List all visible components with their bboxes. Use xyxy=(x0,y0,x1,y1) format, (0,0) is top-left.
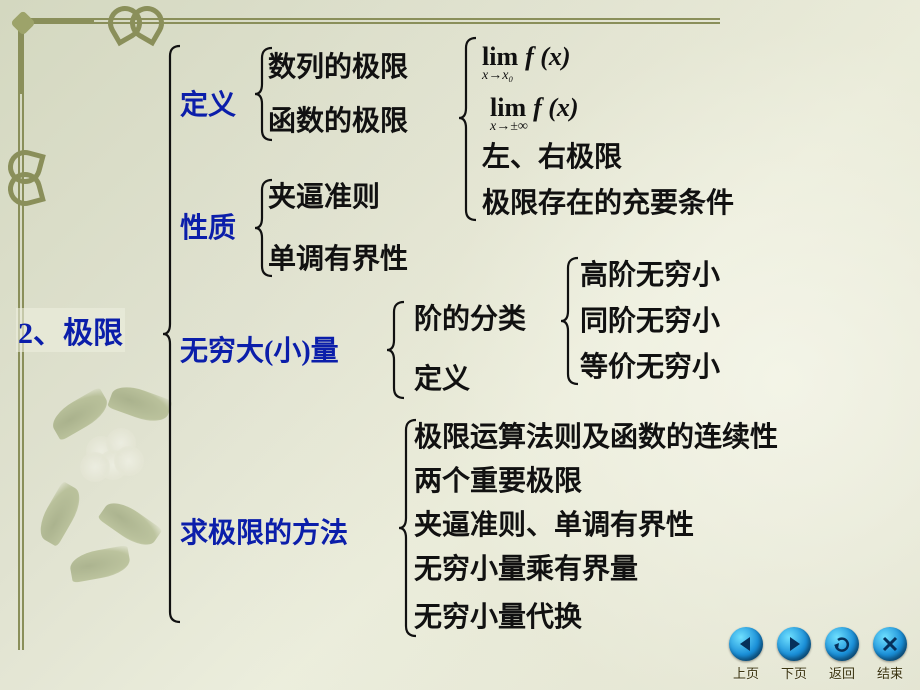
lvl2-meth-d: 无穷小量乘有界量 xyxy=(414,556,638,584)
lvl3-exist-cond: 极限存在的充要条件 xyxy=(482,190,734,218)
back-button[interactable]: 返回 xyxy=(820,627,864,682)
prev-label: 上页 xyxy=(733,663,759,682)
lim-sub-inf: x→±∞ xyxy=(490,120,528,134)
lvl2-order: 阶的分类 xyxy=(414,306,526,334)
br-func xyxy=(458,36,478,222)
lvl3-lim-inf: lim f (x) x→±∞ xyxy=(490,94,579,122)
lvl2-meth-e: 无穷小量代换 xyxy=(414,604,582,632)
fx-text: f (x) xyxy=(525,42,570,71)
lim-text-2: lim xyxy=(490,93,526,122)
br-prop xyxy=(254,178,274,278)
br-def xyxy=(254,46,274,142)
br-main xyxy=(162,44,182,624)
end-label: 结束 xyxy=(877,663,903,682)
br-inf xyxy=(386,300,406,400)
lvl3-same-order: 同阶无穷小 xyxy=(580,308,720,336)
lim-text: lim xyxy=(482,42,518,71)
lvl2-squeeze: 夹逼准则 xyxy=(268,184,380,212)
end-button[interactable]: 结束 xyxy=(868,627,912,682)
lvl2-meth-b: 两个重要极限 xyxy=(414,468,582,496)
next-button[interactable]: 下页 xyxy=(772,627,816,682)
lvl2-func-limit: 函数的极限 xyxy=(268,108,408,136)
back-icon xyxy=(825,627,859,661)
next-icon xyxy=(777,627,811,661)
lvl2-seq-limit: 数列的极限 xyxy=(268,54,408,82)
lvl1-properties: 性质 xyxy=(180,215,236,243)
lvl3-higher-order: 高阶无穷小 xyxy=(580,262,720,290)
topic-title: 2、极限 xyxy=(16,308,125,352)
lim-sub-x0: x→x₀ xyxy=(482,69,513,83)
lvl2-meth-c: 夹逼准则、单调有界性 xyxy=(414,512,694,540)
diagram-root: 2、极限 定义 性质 无穷大(小)量 求 xyxy=(0,0,920,690)
lvl2-inf-def: 定义 xyxy=(414,366,470,394)
br-meth xyxy=(398,418,418,638)
end-icon xyxy=(873,627,907,661)
back-label: 返回 xyxy=(829,663,855,682)
lvl3-lim-x0: lim f (x) x→x₀ xyxy=(482,43,571,71)
lvl2-monotone: 单调有界性 xyxy=(268,246,408,274)
fx-text-2: f (x) xyxy=(533,93,578,122)
prev-icon xyxy=(729,627,763,661)
lvl1-infinity: 无穷大(小)量 xyxy=(180,338,339,366)
nav-bar: 上页 下页 返回 结束 xyxy=(724,627,912,682)
lvl3-left-right: 左、右极限 xyxy=(482,144,622,172)
lvl2-meth-a: 极限运算法则及函数的连续性 xyxy=(414,424,778,452)
prev-button[interactable]: 上页 xyxy=(724,627,768,682)
br-order xyxy=(560,256,580,386)
next-label: 下页 xyxy=(781,663,807,682)
lvl3-equiv: 等价无穷小 xyxy=(580,354,720,382)
lvl1-methods: 求极限的方法 xyxy=(180,520,348,548)
lvl1-definition: 定义 xyxy=(180,92,236,120)
